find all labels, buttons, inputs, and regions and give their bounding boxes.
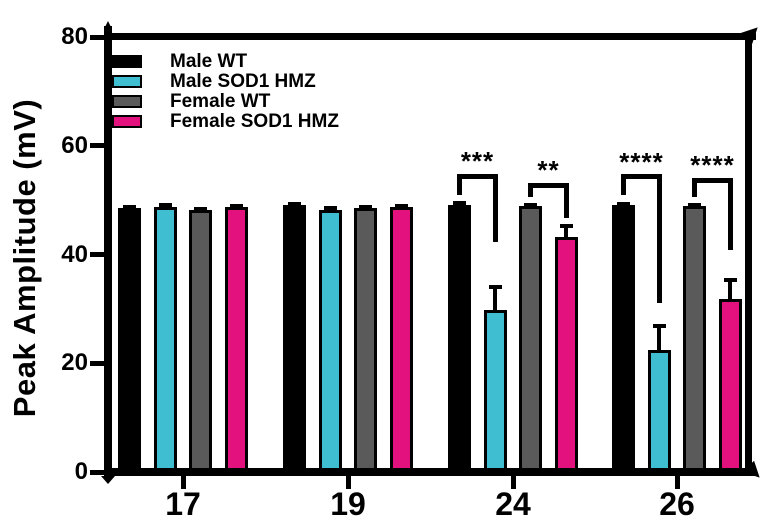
error-bar-cap <box>617 201 631 206</box>
bar-male-wt-24 <box>448 204 472 474</box>
y-tick-label: 20 <box>61 349 88 377</box>
bar-male-sod1-hmz-24 <box>483 309 507 474</box>
error-bar-stem-female-sod1-hmz-24 <box>564 225 569 246</box>
error-bar-cap <box>559 223 573 228</box>
x-tick <box>180 476 186 489</box>
error-bar-cap <box>194 206 208 211</box>
bar-male-sod1-hmz-19 <box>318 209 342 474</box>
y-tick-label: 0 <box>74 458 88 485</box>
significance-bracket-left-leg <box>528 185 534 197</box>
significance-bracket-horizontal <box>528 182 569 188</box>
legend-label-female-sod1-hmz: Female SOD1 HMZ <box>170 111 339 132</box>
bar-male-sod1-hmz-26 <box>647 349 671 474</box>
bar-female-sod1-hmz-17 <box>224 207 248 474</box>
significance-bracket-left-leg <box>692 180 698 197</box>
legend-swatch-male-wt <box>112 55 142 68</box>
bar-female-wt-17 <box>189 210 213 474</box>
y-tick <box>90 143 104 149</box>
x-tick-label: 17 <box>165 486 201 520</box>
significance-bracket-left-leg <box>457 176 463 195</box>
bar-male-wt-26 <box>612 205 636 474</box>
x-tick-label: 26 <box>659 486 695 520</box>
error-bar-cap <box>524 203 538 208</box>
error-bar-cap <box>158 203 172 208</box>
significance-bracket-right-leg <box>656 176 662 303</box>
legend-label-male-wt: Male WT <box>170 51 248 72</box>
significance-bracket-right-leg <box>727 180 733 251</box>
y-tick-label: 40 <box>61 240 88 268</box>
legend-swatch-female-wt <box>112 95 142 108</box>
x-tick-label: 24 <box>495 486 531 520</box>
y-tick <box>90 34 104 40</box>
error-bar-cap <box>688 203 702 208</box>
y-tick-label: 60 <box>61 131 88 159</box>
error-bar-stem-male-sod1-hmz-26 <box>657 326 662 358</box>
error-bar-cap <box>453 201 467 206</box>
legend-swatch-female-sod1-hmz <box>112 115 142 128</box>
y-axis-line <box>104 26 112 478</box>
x-tick <box>674 476 680 489</box>
x-tick <box>510 476 516 489</box>
y-tick-label: 80 <box>61 23 88 50</box>
x-tick-label: 19 <box>330 486 366 520</box>
legend-label-female-wt: Female WT <box>170 91 271 112</box>
significance-stars-1: ** <box>537 155 560 186</box>
error-bar-cap <box>323 206 337 211</box>
error-bar-stem-male-sod1-hmz-24 <box>493 286 498 318</box>
error-bar-cap <box>488 284 502 289</box>
error-bar-stem-female-sod1-hmz-26 <box>728 279 733 307</box>
top-frame-line <box>104 33 756 40</box>
bar-female-sod1-hmz-19 <box>389 207 413 474</box>
significance-bracket-right-leg <box>563 185 569 219</box>
significance-bracket-horizontal <box>692 177 733 183</box>
significance-bracket-horizontal <box>457 173 498 179</box>
x-tick <box>345 476 351 489</box>
y-tick <box>90 252 104 257</box>
y-tick <box>90 469 104 475</box>
significance-bracket-left-leg <box>621 176 627 196</box>
bar-male-wt-19 <box>283 205 307 474</box>
bar-male-sod1-hmz-17 <box>153 206 177 474</box>
error-bar-cap <box>229 203 243 208</box>
error-bar-cap <box>359 204 373 209</box>
error-bar-cap <box>288 202 302 207</box>
bar-female-wt-26 <box>683 206 707 474</box>
right-frame-line <box>745 33 752 476</box>
error-bar-cap <box>394 204 408 209</box>
error-bar-cap <box>123 204 137 209</box>
bar-female-sod1-hmz-26 <box>718 298 742 474</box>
significance-stars-3: **** <box>690 150 735 180</box>
legend-swatch-male-sod1-hmz <box>112 75 142 88</box>
significance-bracket-horizontal <box>621 174 662 180</box>
legend-label-male-sod1-hmz: Male SOD1 HMZ <box>170 71 316 92</box>
bar-female-wt-19 <box>354 207 378 474</box>
error-bar-cap <box>652 324 666 329</box>
bar-female-sod1-hmz-24 <box>554 237 578 474</box>
significance-stars-0: *** <box>460 146 495 177</box>
significance-bracket-right-leg <box>492 176 498 242</box>
bar-female-wt-24 <box>519 206 543 474</box>
error-bar-cap <box>723 277 737 282</box>
y-axis-top-arrow <box>104 21 112 28</box>
bar-male-wt-17 <box>118 207 142 474</box>
y-tick <box>90 360 104 366</box>
y-axis-bottom-arrow <box>101 476 115 484</box>
significance-stars-2: **** <box>619 146 664 177</box>
x-axis-line <box>104 468 756 476</box>
